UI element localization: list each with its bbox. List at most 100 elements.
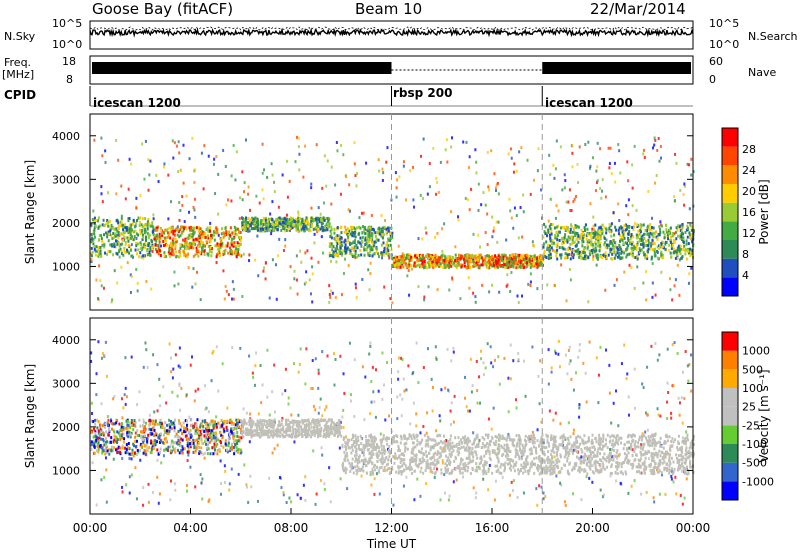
power-band-cell: [158, 235, 161, 239]
power-band-cell: [130, 228, 133, 232]
power-band-cell: [353, 241, 356, 245]
velocity-noise-cell: [654, 342, 657, 346]
power-band-cell: [370, 227, 373, 231]
velocity-noise-cell: [361, 450, 364, 454]
power-band-cell: [196, 238, 199, 242]
power-noise-cell: [658, 159, 661, 163]
power-noise-cell: [472, 232, 475, 236]
velocity-noise-cell: [349, 393, 352, 397]
noise-panel-frame: [89, 20, 694, 50]
velocity-noise-cell: [539, 359, 542, 363]
power-band-cell: [554, 236, 557, 240]
power-band-cell: [214, 228, 217, 232]
power-band-cell: [153, 237, 156, 241]
power-band-cell: [686, 226, 689, 230]
power-band-cell: [253, 221, 256, 225]
power-band-cell: [562, 240, 565, 244]
velocity-noise-cell: [569, 359, 572, 363]
velocity-band-cell: [142, 451, 145, 455]
power-band-cell: [479, 253, 482, 257]
power-noise-cell: [120, 265, 123, 269]
power-band-cell: [201, 246, 204, 250]
power-band-cell: [271, 222, 274, 226]
power-band-cell: [127, 239, 130, 243]
velocity-noise-cell: [627, 395, 630, 399]
velocity-band-cell: [212, 452, 215, 456]
velocity-band-cell: [170, 441, 173, 445]
power-band-cell: [504, 266, 507, 270]
power-band-cell: [680, 232, 683, 236]
power-band-cell: [301, 217, 304, 221]
power-band-cell: [233, 241, 236, 245]
power-band-cell: [357, 240, 360, 244]
power-band-cell: [253, 227, 256, 231]
power-noise-cell: [217, 212, 220, 216]
power-band-cell: [447, 260, 450, 264]
power-band-cell: [380, 243, 383, 247]
power-band-cell: [225, 230, 228, 234]
power-noise-cell: [241, 294, 244, 298]
power-noise-cell: [179, 168, 182, 172]
velocity-noise-cell: [532, 462, 535, 466]
velocity-band-cell: [128, 447, 131, 451]
power-band-cell: [592, 244, 595, 248]
power-band-cell: [381, 233, 384, 237]
velocity-band-cell: [94, 431, 97, 435]
power-noise-cell: [321, 186, 324, 190]
velocity-noise-cell: [450, 359, 453, 363]
velocity-heatmap-cells: [90, 339, 695, 507]
velocity-noise-cell: [683, 396, 686, 400]
power-band-cell: [383, 246, 386, 250]
velocity-noise-cell: [557, 471, 560, 475]
power-band-cell: [620, 251, 623, 255]
power-band-cell: [464, 256, 467, 260]
velocity-band-cell: [190, 418, 193, 422]
velocity-noise-cell: [213, 451, 216, 455]
power-band-cell: [114, 239, 117, 243]
velocity-noise-cell: [670, 416, 673, 420]
velocity-noise-cell: [685, 430, 688, 434]
power-noise-cell: [325, 184, 328, 188]
power-band-cell: [97, 238, 100, 242]
power-noise-cell: [135, 206, 138, 210]
velocity-noise-cell: [452, 346, 455, 350]
velocity-band-cell: [188, 437, 191, 441]
power-band-cell: [557, 230, 560, 234]
power-band-cell: [532, 255, 535, 259]
power-noise-cell: [459, 297, 462, 301]
power-band-cell: [517, 259, 520, 263]
power-noise-cell: [262, 269, 265, 273]
power-noise-cell: [614, 180, 617, 184]
power-band-cell: [628, 230, 631, 234]
power-band-cell: [298, 216, 301, 220]
power-band-cell: [139, 246, 142, 250]
power-band-cell: [687, 251, 690, 255]
velocity-noise-cell: [284, 389, 287, 393]
power-band-cell: [625, 248, 628, 252]
velocity-noise-cell: [641, 382, 644, 386]
power-band-cell: [510, 259, 513, 263]
velocity-noise-cell: [554, 349, 557, 353]
power-band-cell: [649, 223, 652, 227]
power-noise-cell: [596, 179, 599, 183]
velocity-noise-cell: [419, 431, 422, 435]
power-band-cell: [297, 223, 300, 227]
velocity-noise-cell: [335, 423, 338, 427]
velocity-noise-cell: [168, 418, 171, 422]
power-band-cell: [213, 230, 216, 234]
power-band-cell: [405, 264, 408, 268]
power-band-cell: [108, 232, 111, 236]
velocity-noise-cell: [508, 493, 511, 497]
velocity-noise-cell: [282, 493, 285, 497]
velocity-band-cell: [101, 424, 104, 428]
velocity-noise-cell: [314, 502, 317, 506]
velocity-band-cell: [151, 445, 154, 449]
power-band-cell: [242, 217, 245, 221]
velocity-band-cell: [136, 429, 139, 433]
power-noise-cell: [295, 278, 298, 282]
velocity-band-cell: [200, 429, 203, 433]
power-band-cell: [288, 227, 291, 231]
velocity-noise-cell: [351, 466, 354, 470]
velocity-noise-cell: [208, 426, 211, 430]
power-band-cell: [676, 234, 679, 238]
